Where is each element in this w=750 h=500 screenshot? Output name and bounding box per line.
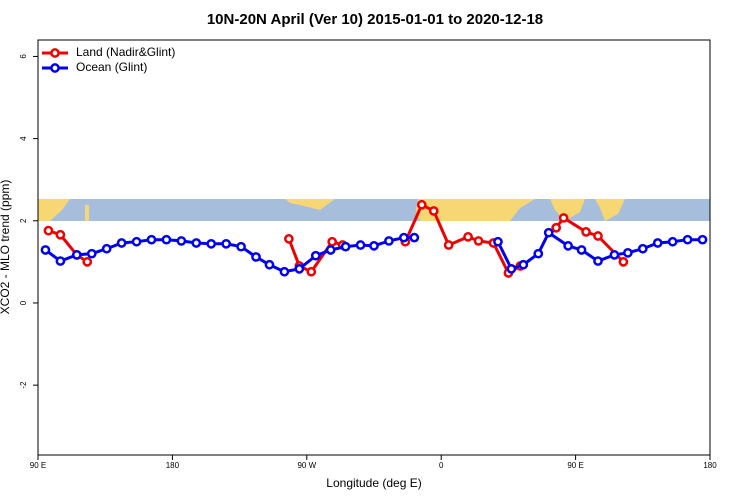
point	[593, 256, 603, 266]
y-tick-label: 6	[19, 54, 28, 59]
legend-label: Ocean (Glint)	[76, 60, 147, 74]
x-tick-label: 90 E	[30, 461, 46, 470]
point	[71, 250, 82, 260]
point	[55, 229, 66, 240]
point	[82, 257, 93, 267]
y-tick-label: 2	[19, 218, 28, 223]
y-tick-label: 0	[19, 300, 28, 305]
point	[618, 257, 629, 267]
legend-marker	[50, 63, 60, 73]
point	[55, 256, 66, 266]
point	[116, 238, 127, 248]
point	[221, 238, 232, 249]
point	[409, 232, 420, 243]
point	[623, 247, 633, 258]
x-axis-label: Longitude (deg E)	[326, 476, 421, 490]
point	[251, 252, 261, 262]
x-tick-label: 180	[166, 461, 180, 470]
point	[306, 266, 317, 277]
point	[161, 234, 172, 245]
point	[506, 264, 517, 274]
point	[131, 236, 142, 247]
map-strip	[38, 199, 710, 221]
point	[576, 245, 587, 255]
point	[206, 238, 217, 249]
point	[284, 234, 294, 244]
point	[327, 236, 338, 247]
y-tick-label: 4	[19, 136, 28, 141]
point	[543, 227, 554, 238]
point	[279, 266, 290, 277]
point	[551, 222, 562, 233]
point	[236, 241, 246, 252]
point	[176, 236, 187, 246]
point	[384, 236, 394, 246]
point	[294, 264, 305, 274]
point	[310, 250, 321, 261]
legend-label: Land (Nadir&Glint)	[76, 45, 175, 59]
point	[581, 227, 591, 237]
point	[533, 248, 544, 259]
point	[264, 259, 275, 270]
chart-title: 10N-20N April (Ver 10) 2015-01-01 to 202…	[207, 11, 543, 28]
point	[191, 238, 202, 248]
point	[43, 225, 54, 236]
point	[40, 245, 51, 255]
point	[558, 213, 569, 223]
point	[146, 234, 157, 245]
point	[682, 234, 693, 245]
point	[428, 206, 439, 216]
point	[86, 248, 97, 259]
y-axis-label: XCO2 - MLO trend (ppm)	[0, 180, 12, 315]
point	[325, 245, 336, 255]
point	[609, 250, 620, 260]
legend-marker	[50, 48, 60, 58]
point	[473, 236, 484, 246]
x-tick-label: 180	[703, 461, 717, 470]
x-tick-label: 90 E	[567, 461, 583, 470]
point	[443, 240, 454, 250]
point	[637, 243, 648, 254]
point	[667, 236, 678, 247]
point	[493, 236, 503, 247]
x-tick-label: 0	[439, 461, 444, 470]
point	[355, 240, 366, 250]
point	[697, 234, 708, 245]
point	[369, 241, 379, 251]
plot-frame	[37, 39, 711, 456]
point	[340, 241, 351, 252]
point	[416, 199, 427, 210]
point	[593, 231, 603, 241]
point	[399, 232, 409, 243]
x-tick-label: 90 W	[297, 461, 316, 470]
point	[652, 238, 663, 248]
point	[463, 231, 473, 242]
point	[563, 241, 573, 251]
point	[518, 259, 529, 270]
y-tick-label: -2	[19, 381, 28, 389]
point	[101, 243, 112, 254]
series-line	[44, 230, 703, 274]
